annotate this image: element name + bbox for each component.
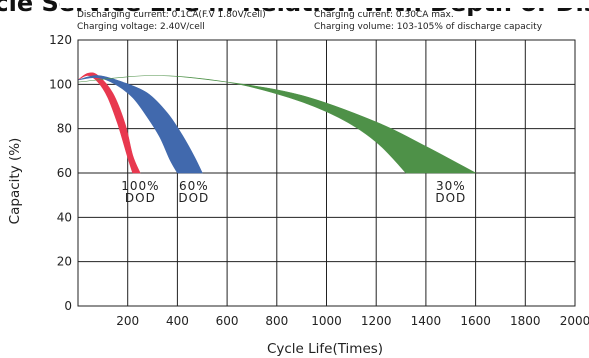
dod-label-1: 60% xyxy=(179,179,209,193)
note-discharging-current: Discharging current: 0.1CA(F.V 1.80V/cel… xyxy=(77,10,266,20)
x-axis-label: Cycle Life(Times) xyxy=(267,341,383,357)
y-axis-label: Capacity (%) xyxy=(7,138,23,225)
x-tick-label: 1200 xyxy=(361,314,392,328)
y-tick-label: 40 xyxy=(57,210,72,224)
x-tick-label: 1800 xyxy=(510,314,541,328)
y-ticks: 0 20 40 60 80 100 120 xyxy=(49,33,72,313)
y-tick-label: 60 xyxy=(57,166,72,180)
dod-label-0: DOD xyxy=(125,191,156,205)
note-charging-current: Charging current: 0.30CA max. xyxy=(314,10,454,20)
x-tick-label: 800 xyxy=(265,314,288,328)
dod-label-1: DOD xyxy=(178,191,209,205)
dod-label-2: 30% xyxy=(436,179,466,193)
plot-frame xyxy=(77,39,576,307)
note-charging-volume: Charging volume: 103-105% of discharge c… xyxy=(314,22,543,32)
y-tick-label: 100 xyxy=(49,77,72,91)
dod-label-2: DOD xyxy=(435,191,466,205)
x-tick-label: 2000 xyxy=(560,314,589,328)
x-tick-label: 1600 xyxy=(460,314,491,328)
x-tick-label: 600 xyxy=(216,314,239,328)
dod-label-0: 100% xyxy=(121,179,159,193)
bands xyxy=(77,72,476,174)
x-tick-label: 1000 xyxy=(311,314,342,328)
y-tick-label: 0 xyxy=(64,299,72,313)
grid xyxy=(78,39,576,307)
x-tick-label: 400 xyxy=(166,314,189,328)
y-tick-label: 80 xyxy=(57,122,72,136)
title-clip xyxy=(60,0,589,8)
x-tick-label: 1400 xyxy=(411,314,442,328)
y-tick-label: 120 xyxy=(49,33,72,47)
band-series-2 xyxy=(77,75,476,174)
band-series-1 xyxy=(77,75,203,174)
note-charging-voltage: Charging voltage: 2.40V/cell xyxy=(77,22,205,32)
x-ticks: 200 400 600 800 1000 1200 1400 1600 1800 2000 xyxy=(116,314,589,328)
y-tick-label: 20 xyxy=(57,255,72,269)
x-tick-label: 200 xyxy=(116,314,139,328)
